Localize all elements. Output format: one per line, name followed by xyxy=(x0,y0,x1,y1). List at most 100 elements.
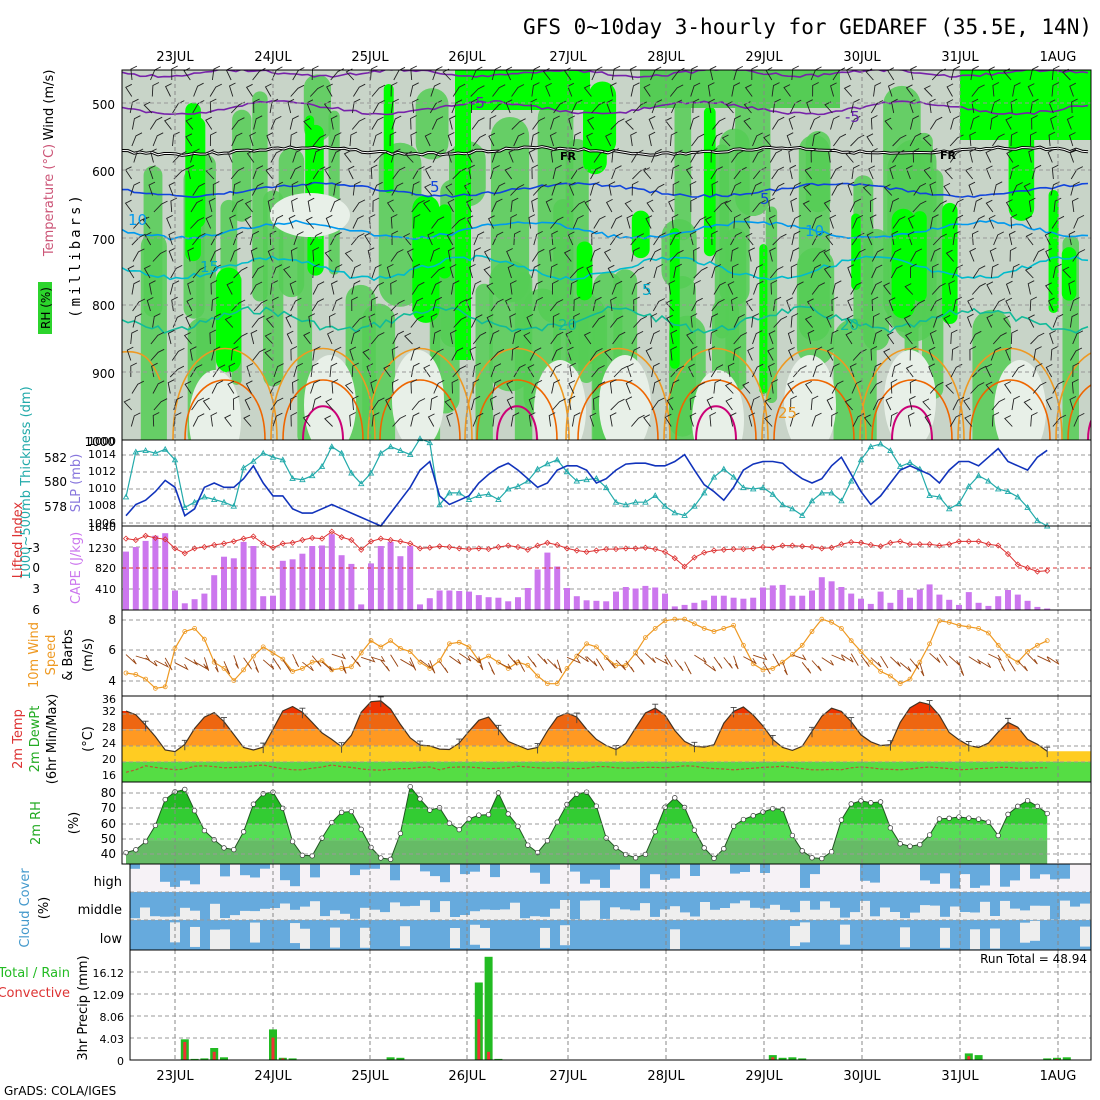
wind-barb xyxy=(993,231,1005,246)
contour-label-10b: 10 xyxy=(805,222,824,240)
cloud-high-block xyxy=(470,864,480,872)
top-date-label: 25JUL xyxy=(351,50,389,65)
li-point xyxy=(348,536,355,544)
rh-tick: 80 xyxy=(101,786,116,800)
cape-bar xyxy=(534,569,541,610)
cloud-high-block xyxy=(610,864,620,870)
wind-barb xyxy=(932,313,944,328)
wind-barb xyxy=(333,181,342,196)
wind-barb xyxy=(950,65,960,81)
wind-barb xyxy=(1009,247,1017,262)
wind-barb xyxy=(590,165,603,180)
wind-barb xyxy=(410,131,418,147)
wind-barb xyxy=(246,363,254,378)
wind-barb xyxy=(372,181,383,196)
cloud-middle-block xyxy=(910,892,920,913)
wind-barb xyxy=(373,151,388,163)
li-point xyxy=(887,539,894,546)
cloud-middle-block xyxy=(150,892,160,917)
wind-barb-10m xyxy=(909,658,920,670)
wind-speed-point xyxy=(780,659,785,665)
temperature-arch xyxy=(302,405,344,440)
wind-barb xyxy=(130,65,138,81)
wind-barb xyxy=(1011,364,1025,378)
cloud-middle-block xyxy=(940,892,950,917)
wind-barb xyxy=(344,381,354,394)
cloud-middle-block xyxy=(460,892,470,915)
wind-barb xyxy=(372,99,385,114)
rh-point xyxy=(231,846,237,853)
wind-speed-point xyxy=(966,624,972,630)
wind-barb xyxy=(1032,381,1047,394)
thickness-point xyxy=(769,490,777,497)
cloud-middle-block xyxy=(400,892,410,907)
cloud-middle-block xyxy=(570,892,580,920)
wind-barb xyxy=(330,231,342,246)
wind-barb xyxy=(291,197,298,213)
wind-barb xyxy=(783,84,791,97)
wind-barb xyxy=(370,65,378,81)
wind-barb xyxy=(370,379,378,394)
wind-barb xyxy=(231,299,246,312)
wind-barb xyxy=(411,199,425,213)
cloud-middle-block xyxy=(810,892,820,910)
wind-barb xyxy=(272,181,284,196)
wind-barb xyxy=(312,263,320,279)
wind-barb xyxy=(325,398,334,411)
wind-barb-10m xyxy=(527,655,537,668)
wind-barb xyxy=(244,396,252,411)
wind-barb xyxy=(424,132,432,147)
wind-speed-point xyxy=(1015,659,1021,665)
wind-barb xyxy=(669,231,682,246)
wind-barb xyxy=(130,362,138,377)
wind-barb xyxy=(152,132,164,147)
wind-barb xyxy=(287,98,295,114)
wind-barb-10m xyxy=(664,654,673,668)
wind-barb xyxy=(828,148,835,163)
wind-speed-point xyxy=(986,630,991,636)
wind-barb xyxy=(1005,346,1012,361)
wind-barb xyxy=(850,98,860,114)
wind-barb xyxy=(131,132,143,147)
cloud-middle-block xyxy=(160,892,170,917)
wind-barb xyxy=(929,98,936,114)
wind-barb xyxy=(292,379,299,394)
cloud-middle-block xyxy=(960,892,970,912)
wind-barb xyxy=(963,397,971,411)
wind-barb xyxy=(249,132,257,147)
li-point xyxy=(818,545,825,552)
wind-barb xyxy=(825,232,834,246)
wind-barb xyxy=(971,98,979,114)
cloud-low-gap xyxy=(790,926,800,947)
wind-barb xyxy=(991,412,1000,427)
thickness-point xyxy=(906,459,914,465)
precip-conv-bar xyxy=(183,1042,187,1060)
cape-bar xyxy=(838,587,845,610)
wind-barb xyxy=(252,348,266,361)
wind-speed-point xyxy=(182,629,188,634)
cloud-low-gap xyxy=(560,925,570,946)
rh-unit: (%) xyxy=(67,812,82,835)
thickness-point xyxy=(534,465,541,472)
wind-barb-10m xyxy=(145,657,158,667)
wind-barb xyxy=(286,330,294,345)
wind-barb xyxy=(872,329,883,345)
wind-barb xyxy=(605,198,613,213)
cape-bar xyxy=(848,593,855,610)
wind-barb xyxy=(891,98,898,114)
precip-conv-bar xyxy=(771,1057,775,1060)
wind-barb xyxy=(185,314,193,328)
cape-bar xyxy=(946,599,953,610)
wind-barb xyxy=(392,166,406,180)
temp-label: 2m Temp 2m DewPt (6hr Min/Max) xyxy=(11,694,60,784)
li-point xyxy=(612,546,620,553)
cloud-high-block xyxy=(280,864,290,881)
wind-barb xyxy=(507,264,515,279)
wind-barb xyxy=(807,329,815,345)
contour-5 xyxy=(122,181,1089,199)
thickness-point xyxy=(446,489,453,496)
wind-barb xyxy=(988,214,996,229)
wind-barb xyxy=(1027,83,1035,97)
wind-speed-point xyxy=(133,672,139,677)
thickness-point xyxy=(945,505,953,512)
